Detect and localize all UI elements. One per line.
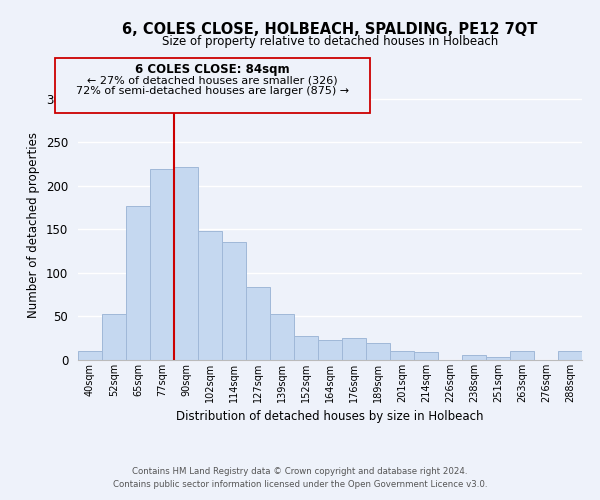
X-axis label: Distribution of detached houses by size in Holbeach: Distribution of detached houses by size … <box>176 410 484 424</box>
Bar <box>78 352 102 360</box>
Bar <box>246 287 270 360</box>
Bar <box>366 344 390 360</box>
Bar <box>126 206 150 360</box>
Bar <box>102 314 126 360</box>
Bar <box>486 358 510 360</box>
Text: Contains public sector information licensed under the Open Government Licence v3: Contains public sector information licen… <box>113 480 487 489</box>
Bar <box>510 352 534 360</box>
Bar <box>342 338 366 360</box>
Bar <box>318 340 342 360</box>
Bar <box>414 352 438 360</box>
Text: 6 COLES CLOSE: 84sqm: 6 COLES CLOSE: 84sqm <box>136 64 290 76</box>
Bar <box>462 355 486 360</box>
Text: 72% of semi-detached houses are larger (875) →: 72% of semi-detached houses are larger (… <box>76 86 349 97</box>
Bar <box>390 352 414 360</box>
Bar <box>294 336 318 360</box>
Text: 6, COLES CLOSE, HOLBEACH, SPALDING, PE12 7QT: 6, COLES CLOSE, HOLBEACH, SPALDING, PE12… <box>122 22 538 38</box>
Bar <box>270 314 294 360</box>
Bar <box>558 352 582 360</box>
Text: Contains HM Land Registry data © Crown copyright and database right 2024.: Contains HM Land Registry data © Crown c… <box>132 467 468 476</box>
Text: ← 27% of detached houses are smaller (326): ← 27% of detached houses are smaller (32… <box>88 76 338 86</box>
Bar <box>222 242 246 360</box>
Text: Size of property relative to detached houses in Holbeach: Size of property relative to detached ho… <box>162 35 498 48</box>
Bar <box>198 231 222 360</box>
Y-axis label: Number of detached properties: Number of detached properties <box>28 132 40 318</box>
Bar <box>174 166 198 360</box>
Bar <box>150 170 174 360</box>
